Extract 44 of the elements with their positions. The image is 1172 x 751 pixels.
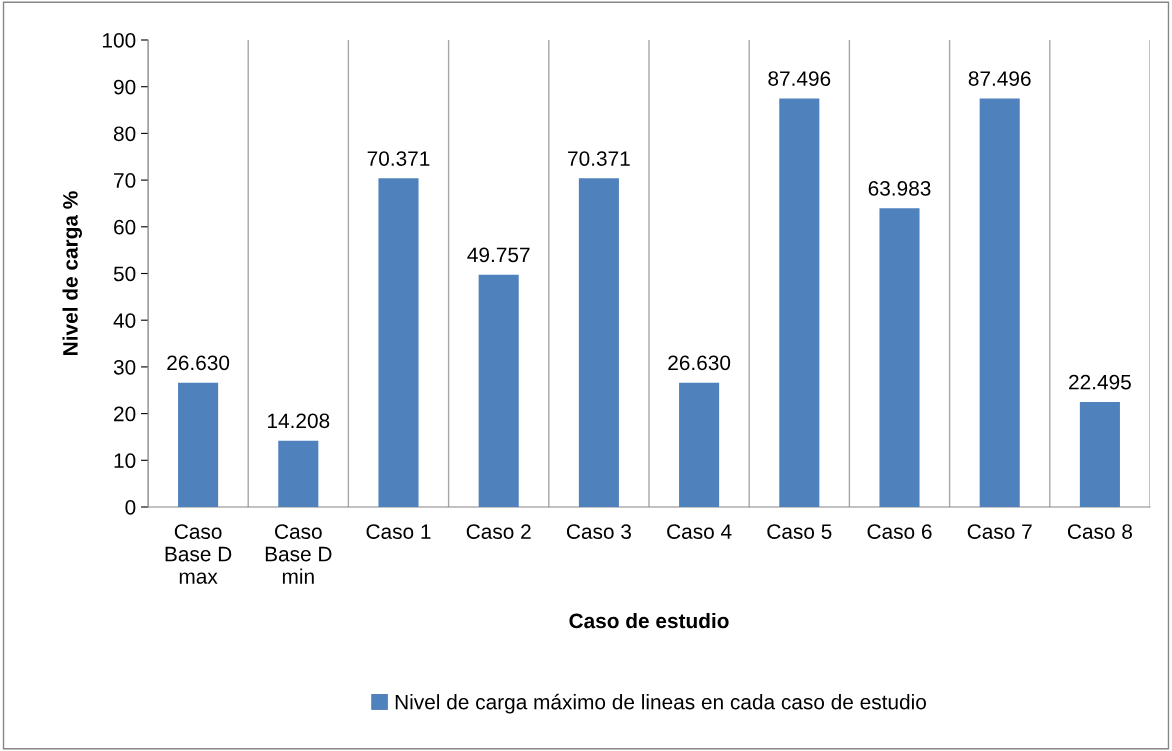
data-label: 26.630: [167, 355, 230, 371]
x-tick-label: Caso 3: [566, 524, 631, 539]
data-label: 70.371: [568, 151, 630, 166]
bar: [779, 98, 820, 507]
y-tick-label: 0: [125, 500, 136, 515]
bar: [879, 208, 920, 507]
y-tick-label: 40: [113, 313, 136, 328]
bar: [278, 440, 319, 507]
legend-label: Nivel de carga máximo de lineas en cada caso de estudio: [395, 693, 926, 714]
x-tick-label: Caso 8: [1067, 524, 1132, 539]
y-tick-label: 60: [114, 219, 136, 235]
y-tick-label: 20: [114, 406, 136, 422]
bar: [1079, 401, 1120, 507]
y-tick-label: 100: [103, 33, 136, 48]
bar: [679, 382, 720, 507]
x-tick-label: Caso 7: [967, 524, 1032, 539]
x-axis-title: Caso de estudio: [569, 612, 729, 629]
x-tick-label: Caso 2: [466, 524, 531, 539]
y-tick-label: 50: [113, 266, 136, 282]
data-label: 87.496: [768, 71, 831, 86]
data-label: 70.371: [367, 151, 430, 166]
bar: [378, 178, 419, 507]
x-tick-label: Caso 1: [366, 524, 431, 539]
y-axis-title: Nivel de carga %: [62, 191, 82, 355]
y-tick-label: 30: [113, 359, 136, 375]
data-label: 49.757: [467, 247, 530, 263]
data-label: 63.983: [868, 181, 931, 196]
y-tick-label: 10: [114, 453, 136, 469]
y-tick-label: 90: [114, 79, 136, 95]
data-label: 22.495: [1069, 374, 1131, 390]
x-tick-label: Caso 6: [867, 524, 932, 539]
bar: [979, 98, 1020, 507]
y-tick-label: 80: [113, 126, 136, 142]
x-tick-label: Caso Base D max: [165, 524, 232, 584]
data-label: 14.208: [268, 413, 330, 429]
bar: [178, 382, 219, 507]
x-tick-label: Caso 5: [767, 524, 832, 539]
data-label: 26.630: [668, 355, 731, 371]
bar: [478, 274, 519, 507]
x-tick-label: Caso 4: [667, 524, 732, 539]
y-tick-label: 70: [114, 173, 136, 188]
bar: [578, 178, 619, 507]
x-tick-label: Caso Base D min: [265, 524, 332, 584]
data-label: 87.496: [968, 71, 1031, 86]
